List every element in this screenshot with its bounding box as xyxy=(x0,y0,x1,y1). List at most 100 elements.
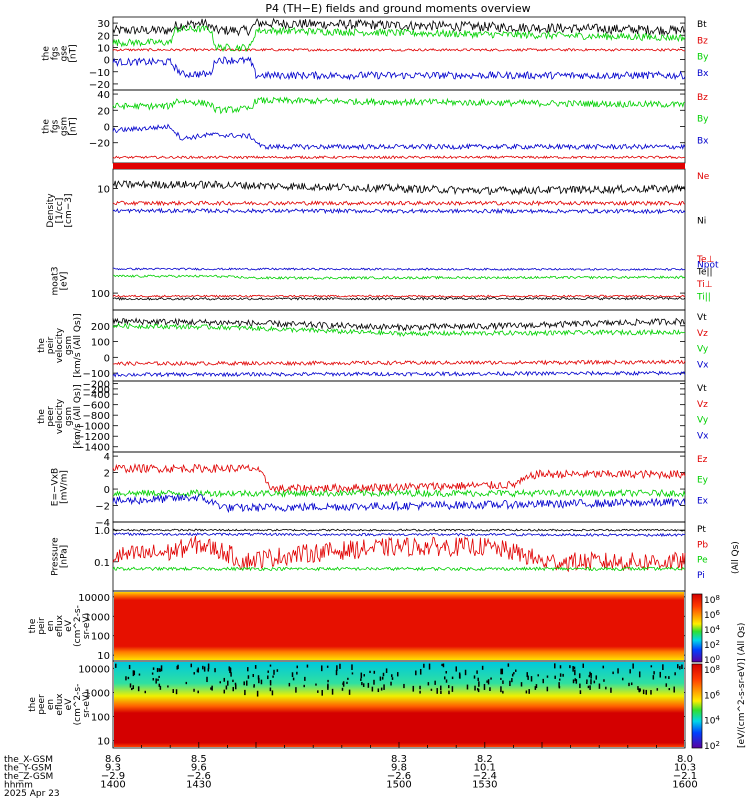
spectrogram-speckle xyxy=(156,667,159,673)
spectrogram-speckle xyxy=(230,672,232,677)
spectrogram-speckle xyxy=(373,679,375,685)
spectrogram-speckle xyxy=(232,679,234,683)
spectrogram-speckle xyxy=(464,669,467,676)
y-tick-label: 20 xyxy=(97,31,110,42)
spectrogram-speckle xyxy=(474,685,476,691)
spectrogram-speckle xyxy=(502,690,504,694)
spectrogram-speckle xyxy=(486,680,488,683)
x-axis-value: 1500 xyxy=(386,780,411,791)
spectrogram-speckle xyxy=(575,679,578,684)
y-tick-label: 0 xyxy=(104,353,110,364)
y-tick-label: −400 xyxy=(83,390,110,401)
spectrogram-speckle xyxy=(167,685,169,688)
panel-side-note: (All Qs) xyxy=(731,541,741,574)
spectrogram-speckle xyxy=(127,676,130,680)
series-line xyxy=(112,123,686,151)
spectrogram-speckle xyxy=(292,677,295,681)
spectrogram-speckle xyxy=(590,672,592,679)
y-tick-label: −4 xyxy=(95,518,110,529)
spectrogram-speckle xyxy=(360,672,363,679)
spectrogram-speckle xyxy=(132,685,135,690)
spectrogram-speckle xyxy=(451,686,454,692)
legend-entry: Ti|| xyxy=(696,293,711,303)
x-axis-value: 8.3 xyxy=(391,754,407,765)
colorbar-label: [eV/(cm^2-s-sr-eV)] (All Qs) xyxy=(737,623,747,748)
y-tick-label: 100 xyxy=(91,632,110,643)
spectrogram-speckle xyxy=(304,676,306,681)
spectrogram-speckle xyxy=(288,682,291,687)
spectrogram-speckle xyxy=(558,682,560,688)
spectrogram-speckle xyxy=(448,690,450,695)
spectrogram-speckle xyxy=(225,685,228,690)
spectrogram-speckle xyxy=(513,672,515,675)
series-line xyxy=(112,462,686,495)
legend-entry: Te|| xyxy=(696,268,713,278)
spectrogram-speckle xyxy=(632,663,634,669)
spectrogram-speckle xyxy=(419,668,422,675)
spectrogram-speckle xyxy=(137,686,140,692)
legend-entry: Bz xyxy=(697,93,708,103)
spectrogram-speckle xyxy=(379,676,382,681)
legend-entry: By xyxy=(697,53,709,63)
spectrogram-speckle xyxy=(602,665,605,669)
spectrogram-speckle xyxy=(589,685,591,690)
spectrogram-speckle xyxy=(267,675,269,680)
spectrogram-speckle xyxy=(603,679,605,682)
series-line xyxy=(112,317,686,332)
panel-ylabel: Pressure[nPa] xyxy=(51,537,70,576)
spectrogram-speckle xyxy=(269,681,272,686)
spectrogram-speckle xyxy=(525,690,528,694)
legend-entry: Bx xyxy=(697,136,709,146)
legend-entry: Vz xyxy=(697,329,708,339)
legend-entry: Te⊥ xyxy=(696,255,715,265)
y-tick-label: 0 xyxy=(104,485,110,496)
spectrogram-speckle xyxy=(367,682,370,688)
y-tick-label: −20 xyxy=(89,139,110,150)
spectrogram-speckle xyxy=(487,679,490,685)
spectrogram-speckle xyxy=(115,663,117,668)
series-line xyxy=(113,267,686,271)
x-axis-value: −2.9 xyxy=(101,771,125,782)
spectrogram-speckle xyxy=(537,674,539,677)
spectrogram-speckle xyxy=(197,667,200,673)
spectrogram-speckle xyxy=(172,689,174,694)
spectrogram-speckle xyxy=(202,665,204,670)
spectrogram-speckle xyxy=(390,681,392,686)
spectrogram-speckle xyxy=(160,665,163,672)
series-line xyxy=(112,24,686,53)
y-tick-label: −600 xyxy=(83,401,110,412)
x-axis-value: 9.6 xyxy=(191,763,207,774)
spectrogram-speckle xyxy=(159,685,162,690)
series-line xyxy=(112,566,686,572)
spectrogram-speckle xyxy=(458,672,461,679)
spectrogram-speckle xyxy=(445,670,447,674)
y-tick-label: 10 xyxy=(97,184,110,195)
panel-ylabel: thepeervelocitygsm[km/s (All Qs)] xyxy=(37,384,83,448)
spectrogram-speckle xyxy=(650,690,652,695)
spectrogram-speckle xyxy=(500,686,502,693)
spectrogram-speckle xyxy=(291,672,294,678)
spectrogram-speckle xyxy=(588,675,591,678)
spectrogram-speckle xyxy=(219,681,221,684)
spectrogram-speckle xyxy=(509,680,511,687)
y-tick-label: −2 xyxy=(95,502,110,513)
spectrogram-speckle xyxy=(193,688,195,692)
spectrogram-speckle xyxy=(500,677,502,680)
spectrogram-speckle xyxy=(207,663,210,670)
spectrogram-speckle xyxy=(573,666,576,669)
spectrogram-speckle xyxy=(489,687,491,692)
spectrogram-speckle xyxy=(476,670,478,674)
spectrogram-speckle xyxy=(558,678,561,681)
y-tick-label: 0.1 xyxy=(94,558,110,569)
spectrogram-speckle xyxy=(440,685,442,691)
spectrogram-speckle xyxy=(526,672,528,678)
spectrogram-speckle xyxy=(436,688,438,694)
spectrogram-speckle xyxy=(351,672,354,675)
y-tick-label: 20 xyxy=(97,106,110,117)
series-line xyxy=(112,322,686,338)
spectrogram-speckle xyxy=(223,677,226,682)
spectrogram-speckle xyxy=(176,665,178,670)
spectrogram-speckle xyxy=(254,665,257,669)
panel-ylabel: thepeirvelocitygsm[km/s (All Qs)] xyxy=(37,313,83,377)
spectrogram-speckle xyxy=(331,688,334,695)
